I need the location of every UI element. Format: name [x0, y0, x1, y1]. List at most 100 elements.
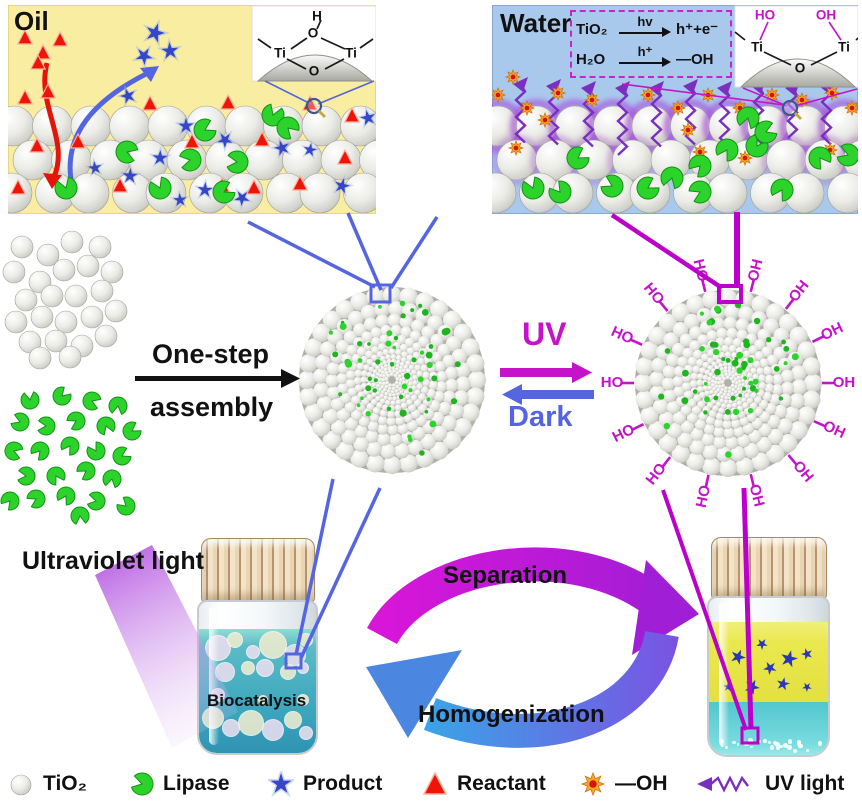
shell-sphere: [347, 387, 358, 397]
shell-sphere: [711, 398, 717, 405]
lipase-dot: [417, 376, 424, 383]
zoom-square: [717, 284, 743, 304]
zoom-line: [621, 83, 785, 106]
shell-sphere: [735, 346, 744, 355]
reactant-triangle: [111, 176, 129, 193]
shell-sphere: [392, 392, 397, 397]
shell-sphere: [802, 390, 821, 409]
shell-sphere: [384, 391, 389, 397]
shell-sphere: [707, 385, 713, 391]
lipase-dot: [741, 365, 746, 371]
settled-particle-dot: [769, 745, 774, 750]
shell-sphere: [752, 373, 760, 381]
lipase-shape: [52, 386, 72, 406]
shell-sphere: [399, 361, 405, 367]
shell-sphere: [335, 300, 354, 319]
lipase-dot: [365, 385, 372, 392]
shell-sphere: [416, 370, 424, 378]
shell-sphere: [779, 313, 798, 332]
shell-sphere: [400, 383, 405, 389]
shell-sphere: [757, 328, 771, 342]
shell-sphere: [455, 362, 471, 378]
shell-sphere: [673, 365, 686, 377]
shell-sphere: [327, 329, 343, 345]
shell-sphere: [392, 396, 398, 402]
shell-sphere: [387, 424, 399, 436]
shell-sphere: [702, 397, 710, 404]
lipase-dot: [712, 342, 719, 348]
shell-sphere: [720, 380, 725, 385]
shell-sphere: [716, 327, 728, 340]
product-star: [234, 191, 250, 206]
shell-sphere: [750, 367, 757, 375]
hydroxyl-sun-core: [799, 97, 805, 103]
shell-sphere: [741, 371, 747, 377]
shell-sphere: [692, 349, 703, 360]
shell-sphere: [658, 434, 678, 453]
shell-sphere: [391, 386, 396, 391]
shell-sphere: [410, 385, 417, 391]
shell-sphere: [398, 369, 403, 374]
shell-sphere: [416, 376, 424, 384]
shell-sphere: [375, 358, 382, 365]
lipase-dot: [424, 409, 429, 414]
shell-sphere: [751, 452, 770, 471]
vial-glass-body: [707, 596, 830, 757]
shell-sphere: [378, 381, 383, 386]
lipase-dot: [345, 360, 353, 368]
shell-sphere: [727, 389, 732, 394]
shell-sphere: [708, 409, 717, 418]
lipase-dot: [408, 388, 413, 393]
lipase-dot: [426, 361, 433, 369]
shell-sphere: [401, 376, 406, 381]
shell-sphere: [380, 355, 386, 362]
shell-sphere: [679, 333, 693, 347]
shell-sphere: [372, 406, 381, 415]
emulsion-droplet: [284, 711, 302, 729]
shell-sphere: [743, 375, 749, 381]
shell-sphere: [382, 348, 390, 356]
product-star: [88, 161, 102, 175]
lipase-shape: [148, 176, 172, 200]
shell-sphere: [718, 384, 723, 389]
zoom-line: [264, 80, 312, 105]
bond-line: [320, 37, 346, 50]
shell-sphere: [706, 381, 712, 386]
shell-sphere: [383, 387, 388, 392]
shell-sphere: [730, 407, 738, 415]
shell-sphere: [353, 337, 365, 349]
shell-sphere: [442, 354, 456, 368]
reactant-triangle: [34, 43, 52, 60]
shell-sphere: [736, 386, 741, 392]
product-star: [122, 168, 138, 183]
shell-sphere: [723, 389, 729, 394]
shell-sphere: [399, 365, 404, 371]
lipase-shape: [521, 176, 545, 200]
shell-sphere: [702, 290, 721, 309]
magnifier-handle: [317, 109, 327, 119]
shell-sphere: [696, 385, 704, 393]
shell-sphere: [453, 323, 472, 342]
reactant-triangle: [9, 178, 27, 195]
shell-sphere: [363, 341, 374, 351]
shell-sphere: [395, 416, 405, 426]
lipase-dot: [743, 376, 747, 380]
lipase-shape: [86, 491, 106, 511]
settled-particle-dot: [736, 743, 740, 746]
equation-reactant: TiO₂: [576, 20, 608, 38]
shell-sphere: [366, 441, 382, 457]
shell-sphere: [414, 389, 421, 396]
settled-particle-dot: [775, 741, 781, 747]
shell-sphere: [672, 342, 686, 357]
lipase-dot: [389, 362, 395, 367]
shell-sphere: [407, 439, 424, 456]
shell-sphere: [350, 449, 369, 468]
shell-sphere: [388, 301, 404, 317]
emulsion-droplet: [227, 632, 243, 648]
shell-sphere: [689, 439, 705, 455]
shell-sphere: [723, 369, 728, 374]
zoom-connector-line: [346, 212, 383, 291]
tio2-sphere-icon: [10, 774, 32, 796]
shell-sphere: [383, 395, 389, 401]
lipase-dot: [419, 450, 425, 456]
